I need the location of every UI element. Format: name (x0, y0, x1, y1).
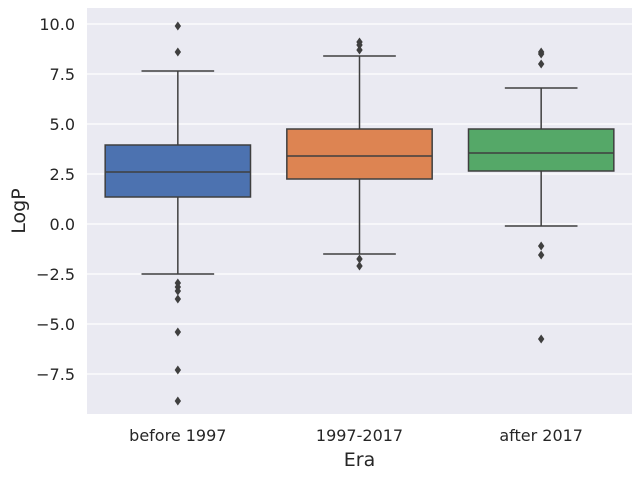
box-series (104, 21, 615, 406)
outlier-point (537, 59, 545, 69)
outlier-point (356, 261, 363, 271)
x-axis-ticks: before 1997 1997-2017 after 2017 (129, 426, 583, 445)
y-axis-label: LogP (8, 188, 30, 233)
box-iqr (286, 128, 433, 180)
y-tick-label: 2.5 (50, 165, 75, 184)
box-iqr (104, 144, 252, 198)
box-3 (467, 47, 615, 344)
outlier-point (174, 327, 182, 337)
outlier-point (174, 294, 182, 304)
outlier-point (174, 286, 182, 296)
box-2 (286, 37, 433, 271)
y-tick-label: 10.0 (39, 15, 75, 34)
outlier-point (537, 250, 545, 260)
outlier-point (537, 334, 545, 344)
outlier-point (537, 49, 545, 59)
outlier-point (174, 365, 182, 375)
y-tick-label: −5.0 (36, 315, 75, 334)
x-tick-label: before 1997 (129, 426, 226, 445)
y-tick-label: −7.5 (36, 365, 75, 384)
x-tick-label: 1997-2017 (316, 426, 403, 445)
outlier-point (356, 40, 363, 50)
x-tick-label: after 2017 (499, 426, 583, 445)
outlier-point (174, 21, 182, 31)
outlier-point (356, 254, 363, 264)
x-axis-label: Era (344, 449, 375, 471)
y-tick-label: 0.0 (50, 215, 75, 234)
outlier-point (174, 396, 182, 406)
y-tick-label: 7.5 (50, 65, 75, 84)
y-tick-label: 5.0 (50, 115, 75, 134)
outlier-point (537, 241, 545, 251)
outlier-point (174, 47, 182, 57)
y-axis-ticks: 10.0 7.5 5.0 2.5 0.0 −2.5 −5.0 −7.5 (36, 15, 75, 384)
outlier-point (356, 45, 363, 55)
y-tick-label: −2.5 (36, 265, 75, 284)
box-iqr (467, 128, 615, 172)
box-1 (104, 21, 252, 406)
